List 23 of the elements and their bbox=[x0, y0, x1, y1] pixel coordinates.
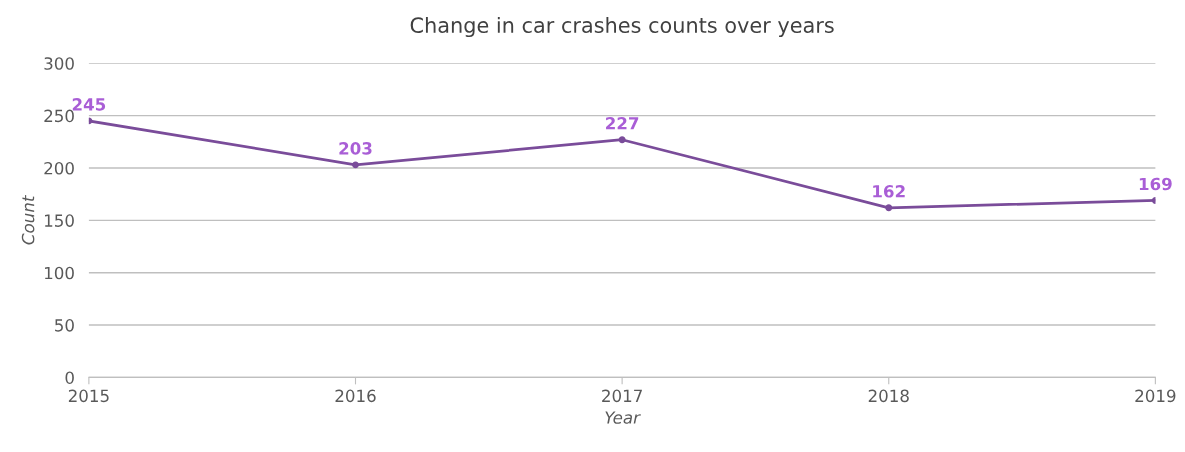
y-tick-label: 50 bbox=[55, 319, 74, 332]
point bbox=[885, 204, 893, 212]
x-tick-label: 2015 bbox=[68, 389, 109, 403]
point bbox=[618, 136, 626, 144]
y-tick-label: 0 bbox=[65, 371, 74, 384]
y-tick-label: 200 bbox=[44, 161, 74, 175]
data-label: 169 bbox=[1139, 177, 1172, 191]
chart-title: Change in car crashes counts over years bbox=[410, 16, 834, 38]
data-label: 162 bbox=[873, 185, 905, 198]
x-tick-label: 2018 bbox=[868, 389, 909, 403]
x-tick-label: 2017 bbox=[602, 389, 642, 403]
y-tick-label: 150 bbox=[45, 214, 74, 227]
y-tick-label: 100 bbox=[45, 266, 74, 280]
x-axis-title: Year bbox=[605, 411, 641, 424]
data-label: 203 bbox=[339, 142, 372, 155]
data-label: 245 bbox=[72, 98, 106, 111]
x-tick-label: 2019 bbox=[1135, 389, 1176, 403]
y-tick-label: 250 bbox=[44, 109, 74, 123]
point bbox=[352, 161, 359, 169]
y-tick-label: 300 bbox=[44, 57, 74, 70]
y-axis-title: Count bbox=[21, 195, 35, 245]
x-tick-label: 2016 bbox=[335, 389, 376, 403]
data-label: 227 bbox=[606, 116, 639, 130]
